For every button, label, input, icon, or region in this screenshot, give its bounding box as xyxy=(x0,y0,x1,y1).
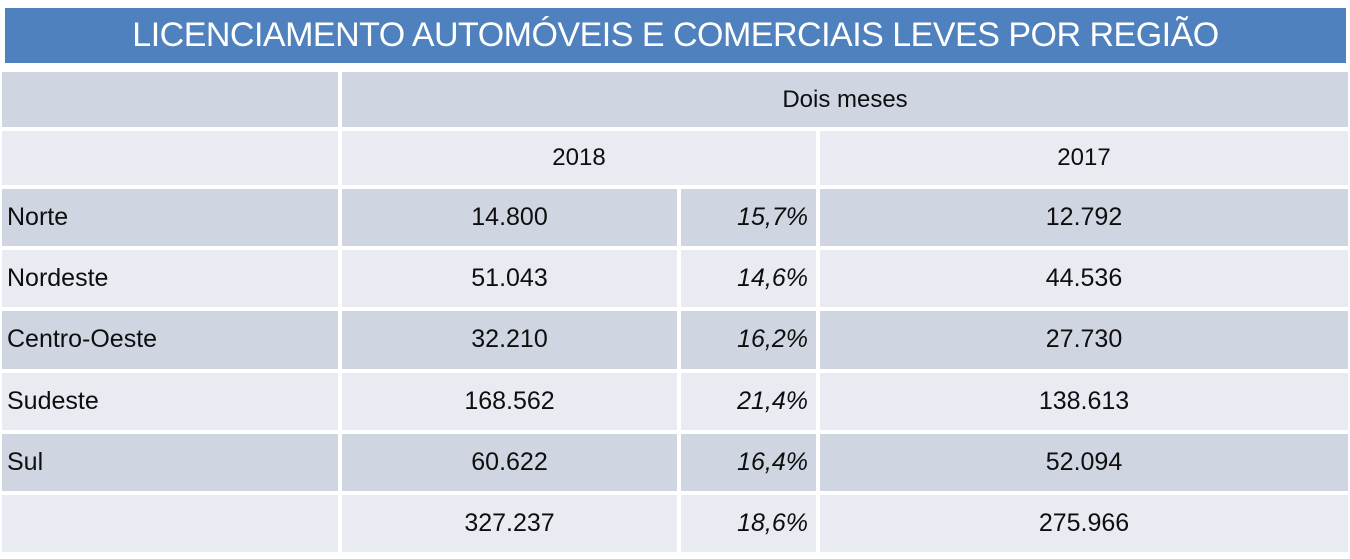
region-cell-sudeste: Sudeste xyxy=(2,372,338,430)
region-licensing-table: Dois meses 2018 2017 Norte 14.800 15,7% … xyxy=(2,72,1348,552)
region-cell-sul: Sul xyxy=(2,433,338,491)
value-2018-centro-oeste: 32.210 xyxy=(342,311,677,369)
pct-cell-centro-oeste: 16,2% xyxy=(681,311,816,369)
year-2017-header: 2017 xyxy=(820,131,1348,185)
group-header-cell: Dois meses xyxy=(342,72,1348,127)
value-2018-sul: 60.622 xyxy=(342,433,677,491)
corner-empty-cell xyxy=(2,72,338,127)
pct-cell-sudeste: 21,4% xyxy=(681,372,816,430)
empty-header-cell xyxy=(2,131,338,185)
value-2017-sudeste: 138.613 xyxy=(820,372,1348,430)
value-2017-centro-oeste: 27.730 xyxy=(820,311,1348,369)
value-2017-nordeste: 44.536 xyxy=(820,250,1348,308)
pct-cell-sul: 16,4% xyxy=(681,433,816,491)
year-2018-header: 2018 xyxy=(342,131,816,185)
total-value-2018: 327.237 xyxy=(342,494,677,552)
pct-cell-norte: 15,7% xyxy=(681,189,816,247)
region-cell-centro-oeste: Centro-Oeste xyxy=(2,311,338,369)
value-2018-nordeste: 51.043 xyxy=(342,250,677,308)
value-2018-sudeste: 168.562 xyxy=(342,372,677,430)
title-bar: LICENCIAMENTO AUTOMÓVEIS E COMERCIAIS LE… xyxy=(5,8,1346,63)
region-cell-norte: Norte xyxy=(2,189,338,247)
region-cell-nordeste: Nordeste xyxy=(2,250,338,308)
total-pct-cell: 18,6% xyxy=(681,494,816,552)
value-2017-sul: 52.094 xyxy=(820,433,1348,491)
value-2018-norte: 14.800 xyxy=(342,189,677,247)
total-value-2017: 275.966 xyxy=(820,494,1348,552)
pct-cell-nordeste: 14,6% xyxy=(681,250,816,308)
page-title: LICENCIAMENTO AUTOMÓVEIS E COMERCIAIS LE… xyxy=(132,16,1219,54)
value-2017-norte: 12.792 xyxy=(820,189,1348,247)
total-row-empty-cell xyxy=(2,494,338,552)
